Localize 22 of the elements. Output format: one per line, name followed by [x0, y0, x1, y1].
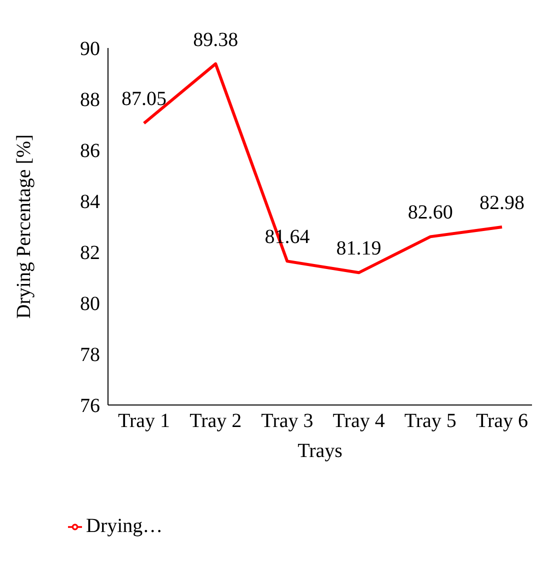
data-label: 81.19: [336, 238, 382, 260]
y-tick-label: 88: [80, 89, 100, 112]
y-tick-label: 84: [80, 191, 100, 214]
y-tick-label: 86: [80, 140, 100, 162]
x-tick-label: Tray 5: [404, 410, 456, 432]
y-tick-label: 82: [80, 242, 100, 264]
x-tick-label: Tray 6: [476, 410, 528, 432]
x-tick-label: Tray 3: [261, 410, 314, 432]
x-tick-label: Tray 2: [190, 410, 242, 432]
y-axis-title: Drying Percentage [%]: [13, 134, 36, 319]
data-label: 87.05: [122, 88, 166, 110]
legend-label: Drying…: [86, 515, 163, 537]
x-tick-label: Tray 1: [118, 410, 170, 432]
x-axis-title: Trays: [298, 440, 343, 462]
data-label: 82.60: [408, 202, 453, 224]
data-label: 89.38: [193, 28, 238, 51]
y-tick-label: 76: [80, 395, 100, 418]
data-label: 82.98: [480, 192, 524, 214]
x-tick-label: Tray 4: [332, 410, 385, 432]
y-tick-label: 80: [80, 293, 100, 316]
y-tick-label: 90: [80, 38, 100, 60]
y-tick-label: 78: [80, 344, 100, 366]
